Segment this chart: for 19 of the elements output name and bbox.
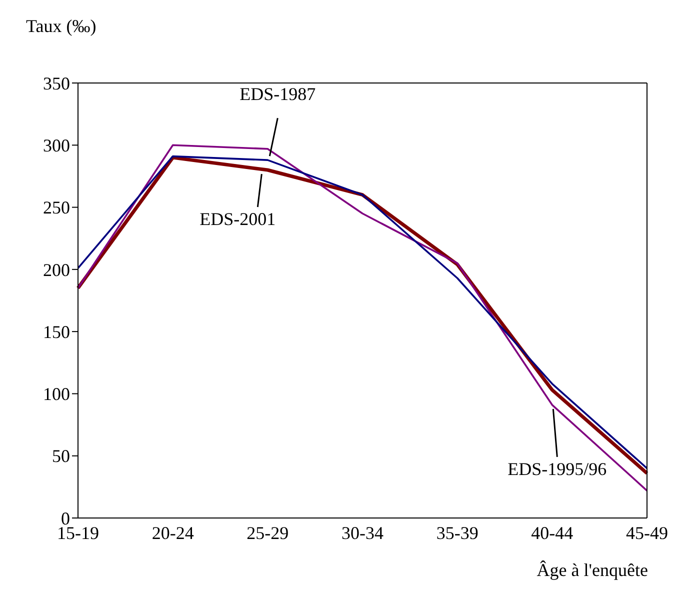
y-tick-label: 300 [43,136,70,156]
x-tick-label: 30-34 [342,522,384,543]
y-tick-label: 250 [43,198,70,218]
x-tick-label: 40-44 [531,522,574,543]
series-label: EDS-1995/96 [508,458,607,479]
x-tick-label: 35-39 [436,522,478,543]
y-tick-label: 150 [43,322,70,342]
x-axis-title: Âge à l'enquête [536,560,648,581]
y-axis-title: Taux (‰) [26,16,96,37]
y-tick-label: 100 [43,384,70,404]
y-tick-label: 200 [43,260,70,280]
x-tick-label: 45-49 [626,522,668,543]
y-tick-label: 50 [52,446,70,466]
text: EDS-1987 [240,84,316,104]
x-tick-label: 25-29 [246,522,289,543]
series-label: EDS-2001 [200,209,276,229]
y-tick-label: 350 [43,73,70,94]
y-tick-label: 0 [61,508,70,528]
x-tick-label: 20-24 [152,522,194,543]
